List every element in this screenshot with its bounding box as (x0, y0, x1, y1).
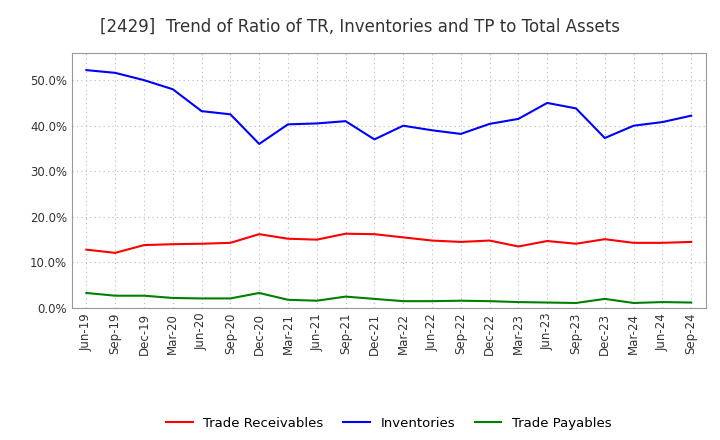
Line: Trade Receivables: Trade Receivables (86, 234, 691, 253)
Inventories (370, 137, 379, 142)
Inventories (284, 122, 292, 127)
Trade Payables (485, 298, 494, 304)
Trade Receivables (485, 238, 494, 243)
Trade Receivables (687, 239, 696, 245)
Inventories (629, 123, 638, 128)
Trade Receivables (543, 238, 552, 244)
Inventories (658, 119, 667, 125)
Trade Payables (687, 300, 696, 305)
Trade Receivables (197, 241, 206, 246)
Trade Receivables (255, 231, 264, 237)
Trade Receivables (456, 239, 465, 245)
Trade Payables (284, 297, 292, 302)
Trade Receivables (140, 242, 148, 248)
Trade Payables (543, 300, 552, 305)
Trade Payables (629, 301, 638, 306)
Trade Payables (168, 295, 177, 301)
Trade Receivables (82, 247, 91, 252)
Trade Receivables (428, 238, 436, 243)
Inventories (399, 123, 408, 128)
Trade Receivables (341, 231, 350, 236)
Trade Payables (428, 298, 436, 304)
Inventories (82, 67, 91, 73)
Trade Payables (226, 296, 235, 301)
Inventories (255, 141, 264, 147)
Trade Receivables (629, 240, 638, 246)
Inventories (226, 112, 235, 117)
Line: Trade Payables: Trade Payables (86, 293, 691, 303)
Trade Payables (341, 294, 350, 299)
Inventories (514, 116, 523, 121)
Trade Receivables (399, 235, 408, 240)
Inventories (197, 109, 206, 114)
Inventories (168, 87, 177, 92)
Trade Receivables (600, 237, 609, 242)
Inventories (600, 136, 609, 141)
Trade Payables (399, 298, 408, 304)
Inventories (428, 128, 436, 133)
Trade Payables (82, 290, 91, 296)
Trade Payables (658, 300, 667, 305)
Legend: Trade Receivables, Inventories, Trade Payables: Trade Receivables, Inventories, Trade Pa… (161, 411, 616, 435)
Trade Payables (197, 296, 206, 301)
Trade Receivables (370, 231, 379, 237)
Inventories (111, 70, 120, 76)
Trade Payables (572, 301, 580, 306)
Inventories (485, 121, 494, 127)
Trade Receivables (572, 241, 580, 246)
Trade Payables (456, 298, 465, 303)
Trade Payables (312, 298, 321, 303)
Inventories (341, 118, 350, 124)
Trade Receivables (168, 242, 177, 247)
Trade Receivables (226, 240, 235, 246)
Trade Receivables (111, 250, 120, 256)
Inventories (572, 106, 580, 111)
Inventories (140, 77, 148, 83)
Trade Receivables (514, 244, 523, 249)
Inventories (687, 113, 696, 118)
Trade Payables (514, 300, 523, 305)
Trade Payables (600, 296, 609, 301)
Trade Payables (140, 293, 148, 298)
Trade Receivables (284, 236, 292, 242)
Inventories (312, 121, 321, 126)
Inventories (543, 100, 552, 106)
Trade Payables (370, 296, 379, 301)
Trade Payables (255, 290, 264, 296)
Line: Inventories: Inventories (86, 70, 691, 144)
Text: [2429]  Trend of Ratio of TR, Inventories and TP to Total Assets: [2429] Trend of Ratio of TR, Inventories… (100, 18, 620, 36)
Trade Receivables (312, 237, 321, 242)
Trade Payables (111, 293, 120, 298)
Inventories (456, 131, 465, 136)
Trade Receivables (658, 240, 667, 246)
